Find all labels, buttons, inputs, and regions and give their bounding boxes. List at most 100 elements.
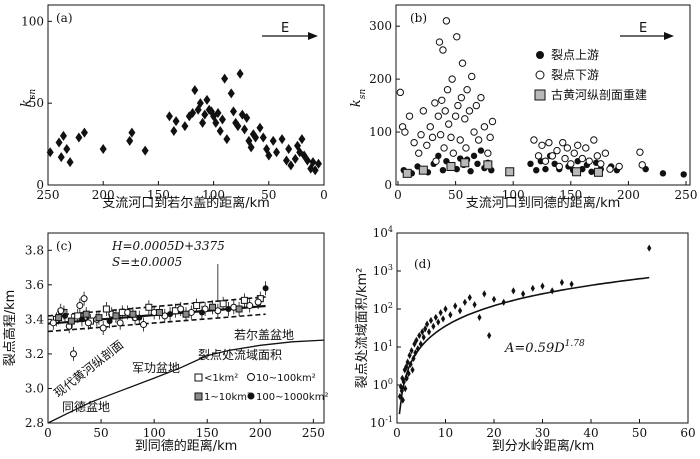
a-point-55 xyxy=(291,153,299,164)
b-downstream-point-0 xyxy=(396,88,405,97)
panel-c-basin-zoige: 若尔盖盆地 xyxy=(234,327,294,342)
panel-b-y-label-sub: sn xyxy=(358,89,368,100)
b-downstream-point-52 xyxy=(555,162,563,171)
d-point-23 xyxy=(420,328,425,336)
d-xtick-label-3: 30 xyxy=(535,426,550,440)
b-downstream-point-24 xyxy=(448,75,456,83)
b-downstream-point-20 xyxy=(442,17,451,25)
panel-d-points xyxy=(397,244,652,404)
a-xtick-label-1: 200 xyxy=(92,188,115,202)
b-downstream-point-17 xyxy=(439,46,447,54)
d-ytick-label-3: 102 xyxy=(373,301,393,316)
c-100to1000-point-6 xyxy=(225,306,232,312)
b-downstream-point-43 xyxy=(486,133,494,142)
a-point-22 xyxy=(201,109,209,120)
panel-a-ticks: 250 200 150 100 50 0 0 50 100 xyxy=(21,14,328,202)
b-downstream-point-3 xyxy=(405,112,414,120)
b-downstream-point-4 xyxy=(410,138,418,147)
a-point-31 xyxy=(221,73,229,84)
b-downstream-point-50 xyxy=(548,152,557,160)
a-point-39 xyxy=(241,124,249,135)
legend-b-downstream-marker xyxy=(535,70,545,80)
a-point-17 xyxy=(189,108,197,118)
a-point-3 xyxy=(59,130,67,141)
b-xtick-label-1: 50 xyxy=(448,188,463,202)
b-downstream-point-53 xyxy=(559,138,567,147)
c-100to1000-point-5 xyxy=(198,309,205,316)
d-point-18 xyxy=(413,349,418,357)
a-point-1 xyxy=(55,137,63,148)
b-downstream-point-64 xyxy=(597,160,605,168)
b-upstream-point-18 xyxy=(477,147,485,154)
d-fit-curve xyxy=(398,276,650,415)
a-point-21 xyxy=(199,117,207,128)
a-point-20 xyxy=(196,98,204,109)
panel-c-equation-1: H=0.0005D+3375 xyxy=(111,239,225,253)
d-point-25 xyxy=(423,325,428,333)
c-ytick-label-4: 3.6 xyxy=(25,278,44,292)
b-downstream-point-29 xyxy=(456,136,464,144)
c-xtick-label-2: 100 xyxy=(143,426,166,440)
a-ytick-label-2: 100 xyxy=(21,14,44,28)
a-point-62 xyxy=(309,157,317,168)
a-point-50 xyxy=(273,147,281,158)
b-downstream-point-6 xyxy=(417,131,425,139)
b-downstream-point-45 xyxy=(530,136,538,144)
d-point-5 xyxy=(401,378,406,386)
d-ytick-label-0: 10-1 xyxy=(370,415,393,430)
b-downstream-point-38 xyxy=(472,101,481,110)
panel-c-y-label: 裂点高程/km xyxy=(2,290,18,367)
panel-d-frame xyxy=(396,232,689,424)
panel-b-legend: 裂点上游 裂点下游 古黄河纵剖面重建 xyxy=(534,48,647,102)
a-ytick-label-0: 0 xyxy=(36,178,44,192)
panel-a-arrow-head xyxy=(308,32,318,40)
c-ytick-label-3: 3.4 xyxy=(25,312,44,326)
c-10to100-point-1 xyxy=(57,307,65,315)
panel-c-profile-label: 现代黄河纵剖面 xyxy=(51,338,126,401)
b-downstream-point-63 xyxy=(593,152,601,160)
d-point-45 xyxy=(501,298,506,306)
b-paleo-point-2 xyxy=(446,161,456,171)
b-upstream-point-16 xyxy=(470,152,478,160)
d-point-36 xyxy=(453,302,458,310)
b-downstream-point-46 xyxy=(534,152,543,160)
d-point-30 xyxy=(433,313,438,322)
legend-c-1to10: 1~10km² xyxy=(204,392,251,403)
d-ytick-label-5: 104 xyxy=(373,225,393,240)
a-point-60 xyxy=(303,155,311,166)
d-point-19 xyxy=(414,336,419,344)
c-1to10-point-0 xyxy=(55,314,63,322)
d-point-9 xyxy=(404,374,409,382)
d-point-0 xyxy=(397,392,403,401)
b-downstream-point-5 xyxy=(415,149,423,157)
c-lt1-point-8 xyxy=(193,302,201,310)
a-point-32 xyxy=(223,134,231,145)
a-point-29 xyxy=(216,126,224,136)
c-10to100-point-4 xyxy=(76,302,84,310)
b-upstream-point-7 xyxy=(439,166,447,174)
panel-b-ticks: 0 50 100 150 200 250 0 100 200 300 xyxy=(369,19,697,202)
a-point-36 xyxy=(234,121,242,132)
d-point-22 xyxy=(418,340,423,348)
legend-b-upstream-marker xyxy=(536,51,544,59)
c-100to1000-point-7 xyxy=(262,285,269,292)
b-downstream-point-57 xyxy=(570,149,578,157)
panel-c-ticks: 0 50 100 150 200 250 2.8 3.0 3.2 3.4 3.6 3.8 xyxy=(25,243,325,440)
b-upstream-point-15 xyxy=(467,168,474,175)
b-downstream-point-47 xyxy=(538,141,546,149)
panel-b-y-label-main: k xyxy=(349,99,364,107)
c-1to10-point-6 xyxy=(155,308,163,316)
c-10to100-point-16 xyxy=(177,305,185,313)
b-downstream-point-31 xyxy=(458,59,467,67)
c-ytick-label-5: 3.8 xyxy=(25,243,44,257)
c-1to10-point-1 xyxy=(67,317,75,325)
a-point-7 xyxy=(80,127,88,138)
panel-c-frame xyxy=(47,232,325,424)
b-downstream-point-49 xyxy=(545,138,553,147)
c-1to10-point-9 xyxy=(235,305,243,313)
b-downstream-point-58 xyxy=(574,141,582,149)
c-10to100-point-10 xyxy=(116,319,124,327)
c-100to1000-point-1 xyxy=(78,316,85,323)
b-downstream-point-42 xyxy=(484,149,492,157)
c-1to10-point-4 xyxy=(112,312,120,320)
